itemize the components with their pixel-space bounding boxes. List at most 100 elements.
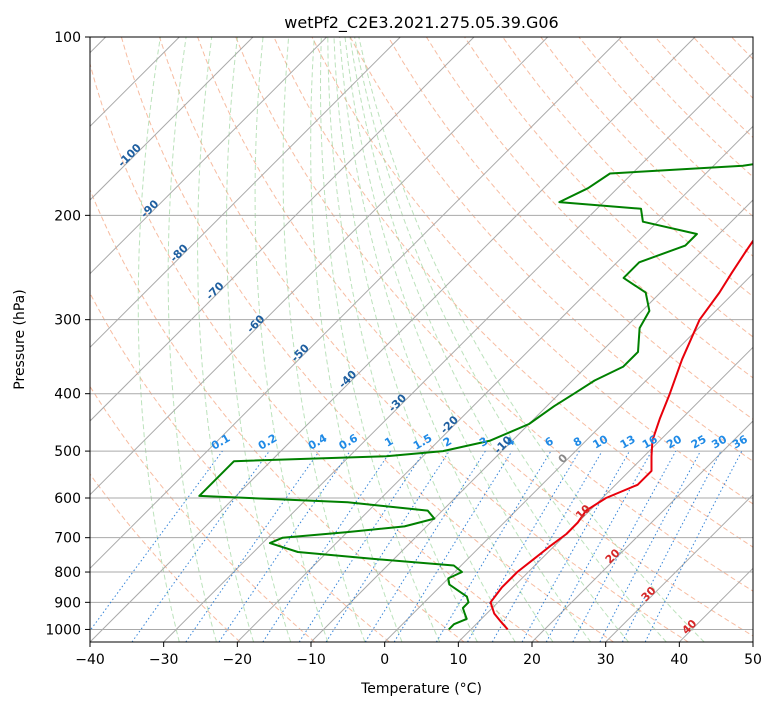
x-tick-label: 40: [670, 652, 688, 668]
x-tick-label: −20: [223, 652, 253, 668]
isotherm: [163, 51, 753, 642]
series-line-1: [198, 163, 753, 631]
dry-adiabat-label: -40: [336, 368, 359, 391]
isotherm: [384, 272, 753, 642]
dry-adiabat: [387, 37, 753, 420]
mixing-ratio-line: [325, 450, 450, 642]
mixing-ratio-line: [364, 450, 486, 642]
x-tick-label: −40: [75, 652, 105, 668]
mixing-ratio-label: 20: [664, 432, 684, 451]
mixing-ratio-line: [298, 450, 425, 642]
plot-frame: [89, 36, 754, 643]
x-tick-label: 50: [744, 652, 762, 668]
mixing-ratio-label: 6: [543, 434, 556, 449]
series-line-0: [489, 239, 753, 631]
mixing-ratio-line: [572, 450, 677, 642]
y-tick-label: 400: [54, 387, 81, 403]
isotherm: [90, 37, 401, 349]
mixing-ratio-line: [393, 450, 513, 642]
chart-title: wetPf2_C2E3.2021.275.05.39.G06: [284, 13, 558, 33]
dry-adiabat: [464, 37, 753, 338]
dry-adiabat-label: 20: [603, 546, 623, 566]
mixing-ratio-line: [218, 450, 351, 642]
x-tick-label: 10: [449, 652, 467, 668]
isotherm: [90, 37, 475, 422]
series-layer: [198, 163, 753, 631]
mixing-ratio-line: [262, 450, 392, 642]
isotherm: [90, 37, 696, 642]
background-lines: [90, 37, 775, 642]
isotherm: [236, 125, 753, 642]
dry-adiabat: [159, 37, 689, 642]
x-tick-label: 0: [380, 652, 389, 668]
y-tick-label: 500: [54, 444, 81, 460]
isotherm: [310, 199, 753, 642]
mixing-ratio-label: 16: [640, 432, 660, 451]
dry-adiabat: [120, 37, 614, 642]
dry-adiabat: [349, 37, 753, 462]
isotherm: [531, 420, 753, 642]
isotherm: [90, 37, 328, 275]
dry-adiabat: [90, 292, 390, 642]
x-tick-label: −10: [296, 652, 326, 668]
mixing-ratio-line: [185, 450, 320, 642]
dry-adiabat-label: 30: [639, 584, 659, 604]
dry-adiabat-label: -80: [167, 241, 190, 264]
dry-adiabat: [692, 37, 753, 99]
dry-adiabat-label: -60: [244, 312, 267, 335]
dry-adiabat-label: -30: [386, 391, 409, 414]
x-tick-label: 30: [597, 652, 615, 668]
isotherm: [752, 641, 753, 642]
dry-adiabat: [235, 37, 753, 592]
mixing-ratio-label: 13: [618, 433, 638, 452]
y-tick-label: 600: [54, 491, 81, 507]
mixing-ratio-label: 0.1: [209, 432, 232, 453]
y-tick-label: 300: [54, 313, 81, 329]
y-tick-label: 1000: [45, 622, 81, 638]
mixing-ratio-label: 0.2: [256, 432, 279, 453]
mixing-ratio-label: 1.5: [411, 432, 434, 453]
moist-adiabat: [354, 37, 667, 642]
y-tick-label: 900: [54, 595, 81, 611]
mixing-ratio-line: [545, 450, 653, 642]
y-tick-label: 200: [54, 208, 81, 224]
dry-adiabat: [273, 37, 753, 548]
dry-adiabat-label: -70: [203, 279, 226, 302]
dry-adiabat-label: -50: [289, 341, 312, 364]
mixing-ratio-label: 0.4: [306, 431, 330, 452]
mixing-ratio-label: 2: [441, 435, 454, 450]
y-axis-label: Pressure (hPa): [12, 289, 28, 389]
moist-adiabat: [197, 37, 255, 642]
dry-adiabat-label: -100: [115, 141, 144, 170]
mixing-ratio-line: [131, 450, 270, 642]
dry-adiabat: [770, 37, 775, 642]
axes: −40 −30 −20 −10 0 10 20 30 40 50 1000 900 800 700 600 5…: [45, 30, 762, 668]
y-tick-label: 700: [54, 531, 81, 547]
isotherm: [90, 37, 549, 496]
mixing-ratio-label: 8: [571, 435, 584, 450]
isotherm: [90, 37, 622, 570]
moist-adiabat: [358, 37, 705, 642]
moist-adiabat: [254, 37, 329, 642]
y-tick-label: 100: [54, 30, 81, 46]
moist-adiabat: [339, 37, 554, 642]
x-tick-label: −30: [149, 652, 179, 668]
dry-adiabat: [425, 37, 753, 379]
dry-adiabat: [90, 385, 316, 642]
mixing-ratio-line: [521, 450, 630, 642]
mixing-ratio-label: 36: [730, 432, 750, 451]
moist-adiabat: [226, 37, 292, 642]
isotherm: [605, 493, 753, 642]
isotherm: [457, 346, 753, 642]
mixing-ratio-label: 30: [709, 432, 729, 451]
moist-adiabat: [319, 37, 441, 642]
mixing-ratio-line: [90, 450, 223, 632]
dry-adiabat: [90, 188, 465, 642]
x-axis-label: Temperature (°C): [360, 681, 482, 697]
isotherm: [90, 37, 254, 201]
mixing-ratio-label: 25: [689, 433, 709, 452]
mixing-ratio-line: [644, 450, 743, 642]
moist-adiabat: [333, 37, 516, 642]
y-tick-label: 800: [54, 565, 81, 581]
